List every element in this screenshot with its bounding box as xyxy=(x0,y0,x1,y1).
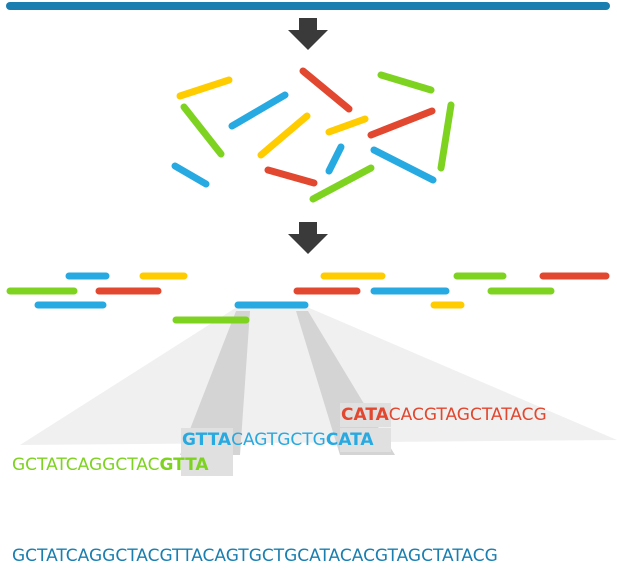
down-arrow-icon xyxy=(288,222,328,254)
fragment xyxy=(171,162,210,188)
read-blue-sequence: GTTACAGTGCTGCATA xyxy=(182,430,374,450)
overlap-blue-start: GTTA xyxy=(182,430,232,450)
fragment xyxy=(367,107,436,139)
assembled-sequence: GCTATCAGGCTACGTTACAGTGCTGCATACACGTAGCTAT… xyxy=(12,546,498,566)
zoom-shade-left xyxy=(180,311,250,455)
read-red-sequence: CATACACGTAGCTATACG xyxy=(341,405,547,425)
overlap-green: GTTA xyxy=(159,455,209,475)
fragment xyxy=(370,146,437,184)
overlap-box-green xyxy=(181,452,233,476)
fragment xyxy=(228,91,289,130)
fragment xyxy=(299,67,353,113)
fragment xyxy=(180,103,225,158)
overlap-red: CATA xyxy=(341,405,389,425)
prefix-green: GCTATCAGGCTAC xyxy=(12,455,160,475)
fragment xyxy=(437,101,455,172)
fragment xyxy=(257,112,311,159)
fragment xyxy=(325,115,369,136)
fragment xyxy=(309,164,375,203)
middle-blue: CAGTGCTG xyxy=(231,430,326,450)
fragment-cloud xyxy=(171,67,455,203)
suffix-red: CACGTAGCTATACG xyxy=(388,405,547,425)
read-green-sequence: GCTATCAGGCTACGTTA xyxy=(12,455,209,475)
overlap-box-blue-end xyxy=(340,428,391,452)
fragment xyxy=(377,71,435,94)
fragment xyxy=(264,166,318,187)
overlap-box-red xyxy=(340,403,391,427)
overlap-box-blue-start xyxy=(181,428,233,452)
down-arrow-icon xyxy=(288,18,328,50)
fragment xyxy=(176,76,233,100)
aligned-reads xyxy=(6,272,610,324)
fragment xyxy=(325,143,345,175)
overlap-blue-end: CATA xyxy=(325,430,374,450)
